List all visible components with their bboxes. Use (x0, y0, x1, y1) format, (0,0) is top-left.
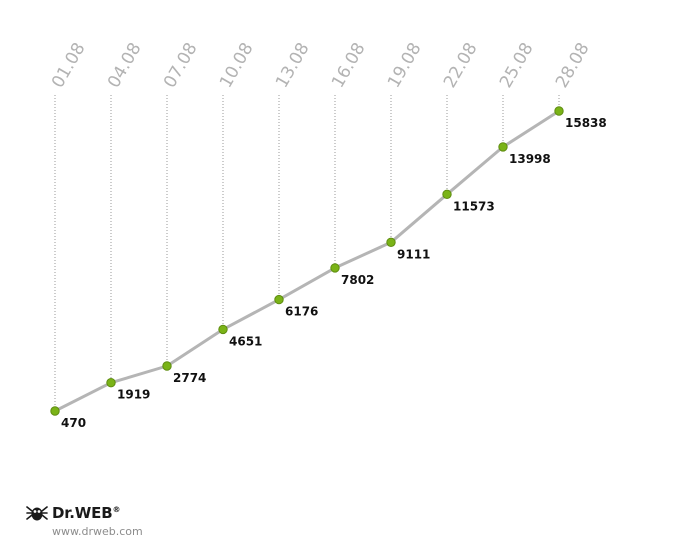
x-tick-label: 19.08 (384, 39, 426, 91)
data-markers (50, 106, 564, 416)
x-tick-label: 22.08 (440, 39, 482, 91)
x-tick-label: 13.08 (272, 39, 314, 91)
data-label: 1919 (117, 388, 150, 402)
line-chart: 01.08 04.08 07.08 10.08 13.08 16.08 19.08 22.08… (48, 39, 607, 430)
data-label: 13998 (509, 152, 551, 166)
data-label: 2774 (173, 371, 206, 385)
data-point (442, 189, 452, 200)
data-point (498, 142, 508, 152)
registered-mark: ® (112, 505, 121, 514)
grid-lines (54, 95, 560, 411)
data-point (554, 106, 564, 116)
data-label: 11573 (453, 199, 495, 213)
data-point (274, 294, 284, 305)
x-tick-label: 07.08 (160, 39, 202, 91)
data-label: 9111 (397, 247, 430, 261)
data-point (218, 324, 228, 335)
x-tick-label: 01.08 (48, 39, 90, 91)
drweb-logo: Dr.WEB® www.drweb.com (26, 503, 143, 538)
x-tick-label: 25.08 (496, 39, 538, 91)
data-labels: 470 1919 2774 4651 6176 7802 9111 11573 13998 158… (61, 116, 607, 430)
x-tick-label: 16.08 (328, 39, 370, 91)
data-point (50, 406, 60, 416)
spider-icon (26, 506, 48, 521)
data-label: 15838 (565, 116, 607, 130)
x-tick-label: 04.08 (104, 39, 146, 91)
x-axis-tick-labels: 01.08 04.08 07.08 10.08 13.08 16.08 19.08 22.08… (48, 39, 594, 91)
data-label: 470 (61, 416, 86, 430)
data-point (386, 237, 396, 248)
website-url: www.drweb.com (52, 525, 143, 538)
x-tick-label: 28.08 (552, 39, 594, 91)
data-label: 6176 (285, 305, 318, 319)
logo-wordmark: Dr.WEB® (52, 504, 121, 522)
data-point (162, 361, 172, 371)
series-line (54, 109, 560, 413)
data-point (106, 378, 116, 388)
data-label: 4651 (229, 334, 262, 348)
data-label: 7802 (341, 273, 374, 287)
data-point (330, 263, 340, 273)
x-tick-label: 10.08 (216, 39, 258, 91)
